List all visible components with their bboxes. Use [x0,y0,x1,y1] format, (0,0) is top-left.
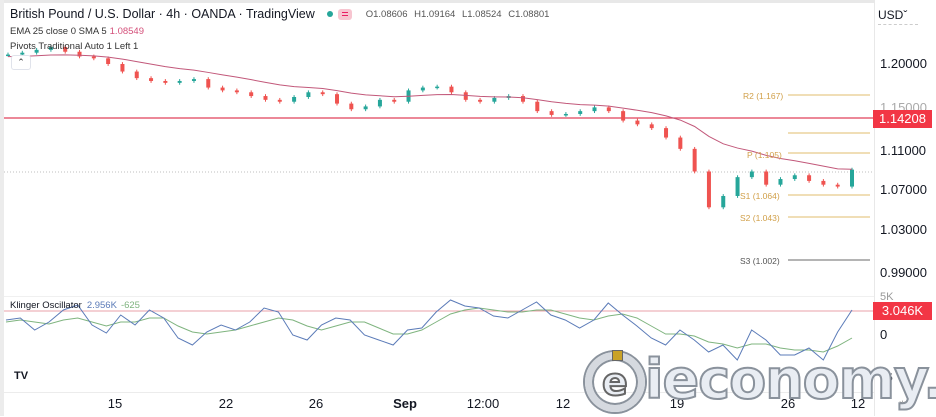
close-value: C1.08801 [508,8,550,20]
price-tick: 0.99000 [880,265,927,280]
time-label: 12:00 [466,396,500,411]
low-value: L1.08524 [461,8,502,20]
market-status-dot-icon [326,11,333,17]
time-axis[interactable] [4,392,874,417]
collapse-legend-button[interactable]: ⌃ [11,55,31,70]
price-tick: 1.20000 [880,56,927,71]
open-value: O1.08606 [365,8,408,20]
watermark-dot-icon [612,350,623,361]
gear-icon[interactable]: ☼ [897,396,908,410]
time-label: 12 [555,396,571,411]
pivot-s2-label: S2 (1.043) [740,213,780,223]
price-tick: 1.11000 [880,143,927,158]
osc-tick: 0 [880,327,888,342]
ohlc-values: O1.08606 H1.09164 L1.08524 C1.08801 [366,9,554,20]
pivots-legend[interactable]: Pivots Traditional Auto 1 Left 1 [10,41,138,52]
currency-selector[interactable]: USDˇ [878,8,907,22]
chart-header: British Pound / U.S. Dollar · 4h · OANDA… [10,7,553,21]
pivot-r2-label: R2 (1.167) [743,91,784,101]
time-label: 26 [308,396,324,411]
price-tick: 1.03000 [880,222,927,237]
time-label: 22 [218,396,234,411]
left-edge [0,0,4,416]
time-label: 12 [850,396,866,411]
pivot-p-label: P (1.105) [747,150,782,160]
klinger-legend[interactable]: Klinger Oscillator 2.956K -625 [10,300,140,311]
osc-tick: -5 [883,372,893,384]
high-value: H1.09164 [414,8,456,20]
price-axis[interactable] [874,0,936,416]
currency-underline [878,24,918,25]
klinger-label: Klinger Oscillator [10,300,82,311]
ema-value: 1.08549 [109,26,144,37]
klinger-signal-value: -625 [120,300,140,311]
currency-label: USD [878,8,904,22]
watermark-e-icon: e [601,359,629,405]
klinger-value: 2.956K [86,300,117,311]
pivot-s3-label: S3 (1.002) [740,256,780,266]
ema-label: EMA 25 close 0 SMA 5 [10,26,107,37]
osc-tick: 5K [880,291,894,303]
pivots-label: Pivots Traditional Auto 1 Left 1 [10,41,139,52]
tradingview-logo-icon[interactable]: TV [10,366,32,386]
ema-legend[interactable]: EMA 25 close 0 SMA 5 1.08549 [10,26,144,37]
symbol-title[interactable]: British Pound / U.S. Dollar · 4h · OANDA… [10,7,315,21]
current-price-badge: 1.14208 [873,110,932,128]
pane-separator[interactable] [4,296,874,297]
price-tick: 1.07000 [880,182,927,197]
chevron-down-icon: ˇ [903,8,908,22]
time-label: 19 [669,396,685,411]
menu-pill-icon[interactable] [337,8,352,20]
time-label: 26 [780,396,796,411]
time-label: Sep [393,396,417,411]
watermark-text: ieconomy.io [644,347,936,412]
pivot-s1-label: S1 (1.064) [740,191,780,201]
time-label: 15 [107,396,123,411]
oscillator-badge: 3.046K [873,302,932,320]
